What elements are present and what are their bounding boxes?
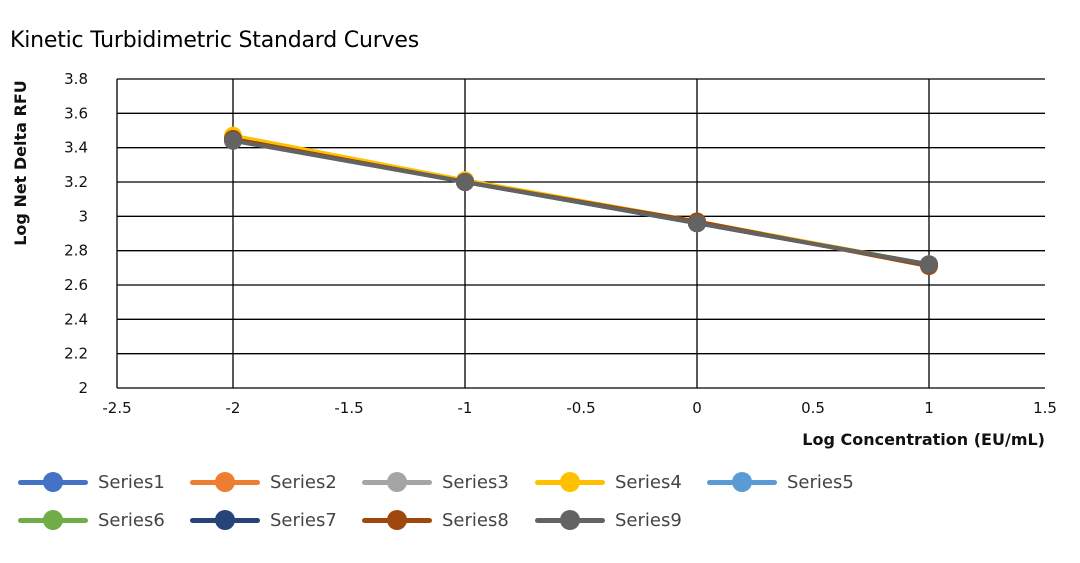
data-point	[920, 255, 938, 274]
legend-item-5: Series5	[707, 467, 854, 497]
legend-label: Series1	[98, 471, 165, 493]
x-tick-label: 1.5	[1033, 399, 1057, 417]
legend: Series1 Series2 Series3 Series4 Series5 Serie…	[0, 462, 1080, 542]
legend-item-4: Series4	[535, 467, 682, 497]
x-tick-label: -2.5	[102, 399, 131, 417]
y-tick-label: 2.8	[64, 242, 88, 260]
y-tick-label: 2.2	[64, 345, 88, 363]
legend-label: Series8	[442, 509, 509, 531]
y-axis-title: Log Net Delta RFU	[11, 80, 30, 246]
x-tick-label: 0	[692, 399, 702, 417]
x-tick-label: -1.5	[334, 399, 363, 417]
y-tick-label: 2.6	[64, 276, 88, 294]
x-tick-label: 1	[924, 399, 934, 417]
legend-label: Series3	[442, 471, 509, 493]
legend-item-2: Series2	[190, 467, 337, 497]
x-tick-label: 0.5	[801, 399, 825, 417]
legend-swatch	[18, 505, 88, 535]
legend-swatch	[362, 505, 432, 535]
series-line	[231, 138, 931, 267]
legend-swatch	[707, 467, 777, 497]
legend-swatch	[362, 467, 432, 497]
y-tick-label: 3.2	[64, 173, 88, 191]
y-tick-label: 3.6	[64, 104, 88, 122]
legend-label: Series9	[615, 509, 682, 531]
x-tick-label: -0.5	[566, 399, 595, 417]
tick-labels: 3.8 3.6 3.4 3.2 3 2.8 2.6 2.4 2.2 2 -2.5 -2 -1.5 -1 -0…	[64, 70, 1057, 417]
data-point	[224, 131, 242, 150]
series-group	[224, 126, 938, 276]
legend-label: Series6	[98, 509, 165, 531]
data-point	[456, 173, 474, 191]
legend-label: Series5	[787, 471, 854, 493]
y-tick-label: 2	[78, 379, 88, 397]
legend-item-3: Series3	[362, 467, 509, 497]
data-point	[688, 214, 706, 233]
grid	[116, 78, 1045, 389]
legend-swatch	[18, 467, 88, 497]
legend-item-8: Series8	[362, 505, 509, 535]
y-tick-label: 3	[78, 207, 88, 225]
legend-swatch	[190, 505, 260, 535]
legend-item-7: Series7	[190, 505, 337, 535]
legend-label: Series7	[270, 509, 337, 531]
legend-item-6: Series6	[18, 505, 165, 535]
legend-item-9: Series9	[535, 505, 682, 535]
chart-title: Kinetic Turbidimetric Standard Curves	[10, 28, 419, 53]
legend-label: Series4	[615, 471, 682, 493]
legend-swatch	[535, 467, 605, 497]
legend-swatch	[190, 467, 260, 497]
legend-swatch	[535, 505, 605, 535]
series-9	[224, 131, 938, 274]
y-tick-label: 3.4	[64, 139, 88, 157]
x-tick-label: -2	[226, 399, 241, 417]
x-tick-label: -1	[458, 399, 473, 417]
y-tick-label: 2.4	[64, 310, 88, 328]
legend-label: Series2	[270, 471, 337, 493]
legend-item-1: Series1	[18, 467, 165, 497]
y-tick-label: 3.8	[64, 70, 88, 88]
x-axis-title: Log Concentration (EU/mL)	[802, 430, 1045, 449]
